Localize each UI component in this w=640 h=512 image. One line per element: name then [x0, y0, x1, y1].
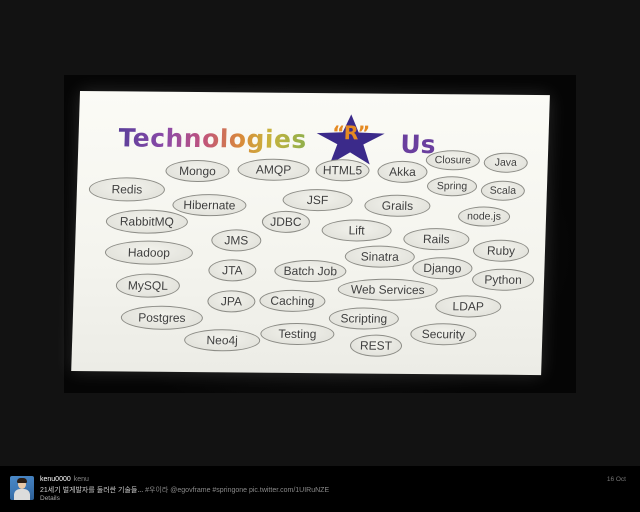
star-logo: “R”	[314, 113, 388, 166]
author-handle[interactable]: kenu	[73, 476, 89, 483]
bubble-jms: JMS	[210, 229, 262, 252]
bubble-sinatra: Sinatra	[344, 245, 416, 268]
bubble-caching: Caching	[259, 289, 326, 313]
bubble-redis: Redis	[88, 177, 166, 202]
bubble-ruby: Ruby	[472, 239, 530, 262]
bubble-rails: Rails	[403, 227, 470, 251]
bubble-spring: Spring	[426, 176, 478, 197]
bubble-web-services: Web Services	[337, 278, 439, 302]
bubble-django: Django	[412, 256, 473, 280]
tweet-hashtags-link[interactable]: #우이라 @egovframe #springone pic.twitter.c…	[145, 487, 330, 494]
bubble-rest: REST	[349, 334, 403, 357]
bubble-closure: Closure	[425, 150, 481, 171]
bubble-hadoop: Hadoop	[104, 240, 194, 266]
bubble-java: Java	[483, 152, 529, 173]
bubble-python: Python	[471, 268, 535, 292]
tweet-text: 21세기 벌게발자를 둘러싼 기술들... #우이라 @egovframe #s…	[40, 485, 329, 495]
bubble-jta: JTA	[208, 259, 257, 282]
bubble-hibernate: Hibernate	[172, 193, 247, 217]
avatar[interactable]	[10, 476, 34, 500]
tweet-author[interactable]: kenu0000 kenu	[40, 476, 89, 483]
bubble-mongo: Mongo	[165, 159, 230, 183]
bubble-batch-job: Batch Job	[274, 259, 347, 283]
bubble-scripting: Scripting	[328, 307, 400, 330]
tweet-date[interactable]: 16 Oct	[606, 476, 626, 483]
bubble-scala: Scala	[480, 180, 526, 201]
media-viewer: Technologies “R” Us Mongo AMQP HTML5 Akk…	[64, 75, 576, 393]
presentation-slide: Technologies “R” Us Mongo AMQP HTML5 Akk…	[71, 91, 550, 376]
avatar-body	[14, 489, 30, 500]
avatar-hair	[17, 478, 27, 483]
bubble-amqp: AMQP	[237, 158, 310, 182]
star-icon	[316, 114, 385, 165]
bubble-nodejs: node.js	[457, 206, 511, 227]
bubble-lift: Lift	[321, 219, 392, 242]
tweet-text-body: 21세기 벌게발자를 둘러싼 기술들...	[40, 487, 146, 494]
bubble-testing: Testing	[260, 322, 335, 346]
bubble-jpa: JPA	[207, 290, 256, 313]
slide-title-r: “R”	[332, 122, 370, 145]
details-link[interactable]: Details	[40, 495, 60, 502]
bubble-html5: HTML5	[315, 159, 370, 182]
bubble-security: Security	[410, 322, 477, 346]
avatar-head	[18, 480, 26, 489]
bubble-mysql: MySQL	[115, 273, 181, 298]
bubble-neo4j: Neo4j	[183, 328, 261, 352]
bubble-jdbc: JDBC	[261, 210, 311, 234]
bubble-grails: Grails	[364, 194, 431, 218]
tweet-photo[interactable]: Technologies “R” Us Mongo AMQP HTML5 Akk…	[64, 75, 576, 393]
bubble-postgres: Postgres	[120, 305, 204, 331]
tweet-caption-bar: kenu0000 kenu 21세기 벌게발자를 둘러싼 기술들... #우이라 …	[0, 466, 640, 512]
author-username[interactable]: kenu0000	[40, 476, 71, 483]
slide-title-technologies: Technologies	[118, 123, 308, 154]
bubble-rabbitmq: RabbitMQ	[105, 209, 189, 234]
bubble-ldap: LDAP	[434, 295, 502, 318]
bubble-jsf: JSF	[282, 188, 353, 212]
slide-title: Technologies	[118, 123, 307, 154]
bubble-akka: Akka	[377, 160, 428, 184]
